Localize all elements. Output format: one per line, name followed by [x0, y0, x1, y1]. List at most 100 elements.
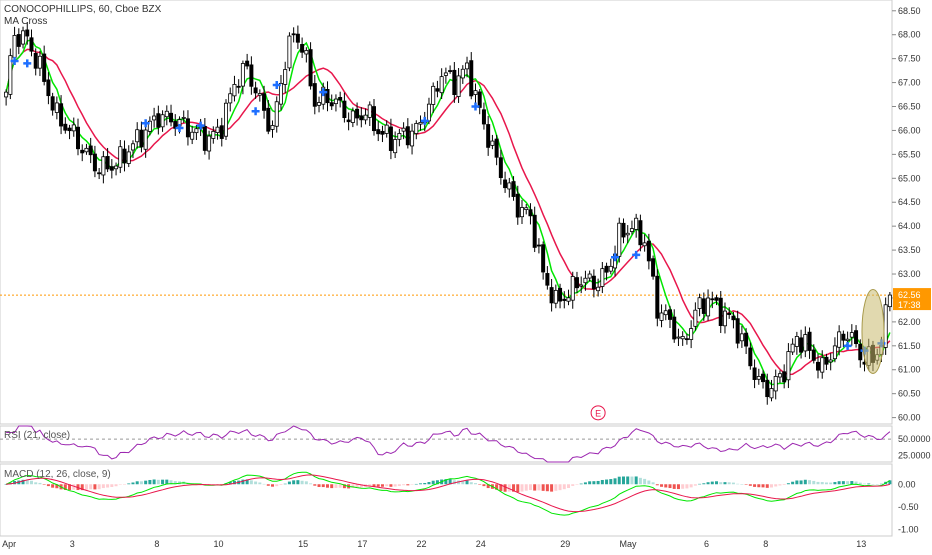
- candle-body: [604, 265, 609, 273]
- macd-histogram-bar: [249, 480, 253, 485]
- macd-histogram-bar: [634, 476, 638, 485]
- macd-histogram-bar: [63, 484, 67, 491]
- ma-cross-marker: [196, 121, 205, 130]
- candle-body: [646, 240, 651, 262]
- macd-histogram-bar: [25, 479, 29, 485]
- macd-histogram-bar: [368, 484, 372, 487]
- candle-body: [266, 107, 271, 132]
- macd-histogram-bar: [431, 480, 435, 485]
- candle-body: [828, 359, 833, 363]
- macd-histogram-bar: [34, 482, 38, 485]
- macd-histogram-bar: [283, 483, 287, 485]
- candle-body: [287, 35, 292, 69]
- candle-body: [59, 103, 64, 127]
- macd-histogram-bar: [279, 484, 283, 486]
- candle-body: [528, 209, 533, 217]
- candle-body: [794, 336, 799, 347]
- candle-body: [16, 34, 21, 47]
- candle-body: [232, 84, 237, 97]
- macd-histogram-bar: [139, 481, 143, 485]
- candle-body: [308, 49, 313, 87]
- macd-histogram-bar: [685, 484, 689, 489]
- candle-body: [443, 72, 448, 76]
- macd-histogram-bar: [740, 484, 744, 485]
- candle-body: [63, 123, 68, 131]
- macd-histogram-bar: [173, 481, 177, 485]
- candle-body: [625, 232, 630, 236]
- candle-body: [710, 298, 715, 301]
- candle-body: [329, 102, 334, 107]
- candle-body: [477, 91, 482, 108]
- macd-label: MACD (12, 26, close, 9): [4, 469, 111, 480]
- macd-histogram-bar: [791, 481, 795, 485]
- candle-body: [211, 130, 216, 139]
- macd-histogram-bar: [600, 479, 604, 485]
- candle-body: [570, 276, 575, 301]
- candle-body: [33, 52, 38, 69]
- candle-body: [621, 222, 626, 238]
- candle-body: [384, 124, 389, 134]
- candle-body: [350, 110, 355, 123]
- macd-histogram-bar: [879, 483, 883, 485]
- macd-histogram-bar: [55, 484, 59, 489]
- candle-body: [583, 277, 588, 284]
- macd-histogram-bar: [423, 483, 427, 485]
- macd-histogram-bar: [46, 484, 50, 487]
- price-tick-label: 62.00: [898, 317, 921, 327]
- macd-histogram-bar: [152, 479, 156, 485]
- candle-body: [676, 336, 681, 339]
- macd-histogram-bar: [380, 484, 384, 487]
- candle-body: [190, 131, 195, 140]
- candle-body: [494, 138, 499, 158]
- macd-histogram-bar: [693, 484, 697, 486]
- candle-body: [684, 338, 689, 341]
- candle-body: [777, 373, 782, 378]
- candle-body: [782, 371, 787, 383]
- macd-histogram-bar: [410, 484, 414, 485]
- rsi-tick-label: 50.0000: [898, 434, 931, 444]
- candle-body: [338, 97, 343, 101]
- rsi-line: [6, 425, 891, 463]
- candle-body: [156, 113, 161, 128]
- candle-body: [223, 102, 228, 137]
- candle-body: [663, 310, 668, 316]
- macd-histogram-bar: [304, 481, 308, 485]
- candle-body: [566, 297, 571, 302]
- candle-body: [97, 172, 102, 175]
- macd-histogram-bar: [507, 484, 511, 492]
- macd-histogram-bar: [300, 480, 304, 485]
- candle-body: [4, 91, 9, 98]
- candle-body: [448, 70, 453, 72]
- candle-body: [816, 361, 821, 371]
- ma-cross-marker: [272, 80, 281, 89]
- candle-body: [147, 120, 152, 132]
- x-axis-label: 13: [856, 539, 866, 549]
- macd-histogram-bar: [710, 481, 714, 485]
- macd-histogram-bar: [820, 482, 824, 485]
- macd-histogram-bar: [144, 480, 148, 485]
- macd-histogram-bar: [545, 484, 549, 492]
- macd-histogram-bar: [761, 484, 765, 488]
- macd-histogram-bar: [499, 484, 503, 491]
- macd-histogram-bar: [736, 483, 740, 485]
- candle-body: [46, 79, 51, 97]
- candle-body: [101, 156, 106, 176]
- candle-body: [515, 193, 520, 218]
- macd-histogram-bar: [824, 482, 828, 485]
- candle-body: [536, 244, 541, 247]
- macd-histogram-bar: [664, 484, 668, 488]
- macd-histogram-bar: [110, 484, 114, 487]
- macd-histogram-bar: [829, 482, 833, 485]
- macd-histogram-bar: [29, 480, 33, 485]
- candle-body: [562, 298, 567, 301]
- earnings-marker-label: E: [595, 408, 601, 418]
- price-tick-label: 61.50: [898, 341, 921, 351]
- macd-histogram-bar: [660, 484, 664, 487]
- candle-body: [731, 315, 736, 321]
- macd-histogram-bar: [503, 484, 507, 492]
- candle-body: [342, 100, 347, 118]
- candle-body: [511, 181, 516, 197]
- candle-body: [50, 96, 55, 111]
- candle-body: [456, 75, 461, 97]
- candle-body: [401, 127, 406, 132]
